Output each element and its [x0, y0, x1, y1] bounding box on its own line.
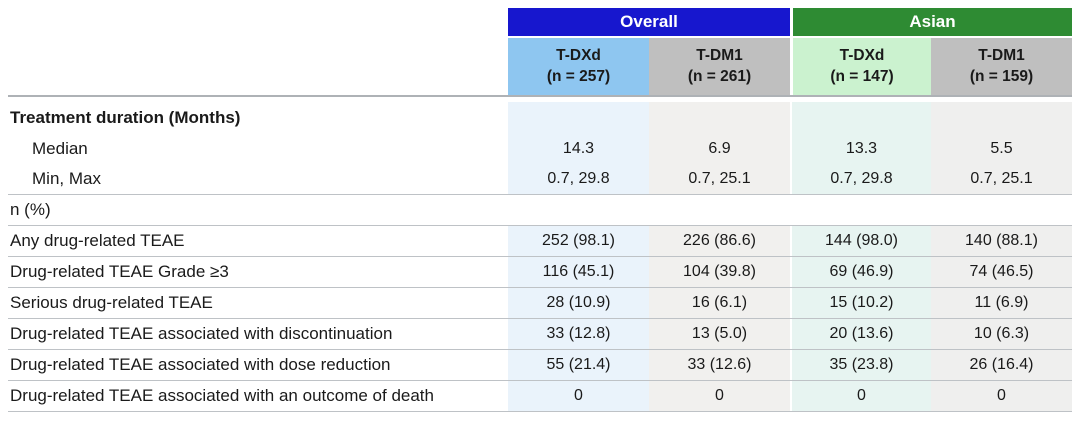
value-cell: 55 (21.4): [508, 350, 649, 380]
table-body: Treatment duration (Months) Median 14.3 6.9…: [8, 95, 1072, 412]
value-cell: 0.7, 29.8: [508, 164, 649, 194]
value-cell: 28 (10.9): [508, 288, 649, 318]
row-label: Any drug-related TEAE: [10, 231, 185, 250]
row-label: Serious drug-related TEAE: [10, 293, 213, 312]
table-row: Drug-related TEAE associated with dose r…: [8, 350, 1072, 381]
value-cell: 226 (86.6): [649, 226, 790, 256]
value-cell: [790, 195, 931, 225]
column-header: T-DM1 (n = 159): [931, 38, 1072, 95]
table-row: n (%): [8, 195, 1072, 226]
table-row: Min, Max 0.7, 29.8 0.7, 25.1 0.7, 29.8 0.7, …: [8, 164, 1072, 195]
value-cell: 252 (98.1): [508, 226, 649, 256]
value-cell: 0.7, 25.1: [649, 164, 790, 194]
table-row: Serious drug-related TEAE 28 (10.9) 16 (6.…: [8, 288, 1072, 319]
table-row: Any drug-related TEAE 252 (98.1) 226 (86.6…: [8, 226, 1072, 257]
value-cell: 69 (46.9): [790, 257, 931, 287]
row-label: Drug-related TEAE Grade ≥3: [10, 262, 229, 281]
table-corner-blank: [8, 8, 508, 38]
column-header-n: (n = 261): [687, 67, 752, 85]
safety-table: Overall Asian T-DXd (n = 257) T-DM1 (n = 26…: [8, 8, 1072, 412]
value-cell: 104 (39.8): [649, 257, 790, 287]
value-cell: 11 (6.9): [931, 288, 1072, 318]
value-cell: 16 (6.1): [649, 288, 790, 318]
value-cell: 74 (46.5): [931, 257, 1072, 287]
value-cell: 0: [508, 381, 649, 411]
column-header-drug: T-DM1: [978, 47, 1025, 65]
row-label: Drug-related TEAE associated with dose r…: [10, 355, 391, 374]
row-label: Min, Max: [32, 169, 101, 188]
column-header: T-DM1 (n = 261): [649, 38, 790, 95]
table-row: Drug-related TEAE associated with discon…: [8, 319, 1072, 350]
column-header-drug: T-DXd: [839, 47, 885, 65]
value-cell: 26 (16.4): [931, 350, 1072, 380]
group-header-row: Overall Asian: [8, 8, 1072, 38]
value-cell: 33 (12.8): [508, 319, 649, 349]
value-cell: 0: [790, 381, 931, 411]
value-cell: 33 (12.6): [649, 350, 790, 380]
value-cell: 5.5: [931, 133, 1072, 164]
table-row: Median 14.3 6.9 13.3 5.5: [8, 133, 1072, 164]
row-label: Treatment duration (Months): [10, 107, 241, 127]
table-row: Drug-related TEAE associated with an out…: [8, 381, 1072, 412]
value-cell: 6.9: [649, 133, 790, 164]
value-cell: 15 (10.2): [790, 288, 931, 318]
value-cell: 0: [649, 381, 790, 411]
column-header-n: (n = 159): [969, 67, 1034, 85]
value-cell: [931, 195, 1072, 225]
value-cell: 0.7, 29.8: [790, 164, 931, 194]
group-header-asian: Asian: [790, 8, 1072, 38]
row-label: Drug-related TEAE associated with discon…: [10, 324, 393, 343]
row-label: Median: [32, 138, 88, 158]
value-cell: 35 (23.8): [790, 350, 931, 380]
value-cell: [931, 102, 1072, 133]
value-cell: [649, 195, 790, 225]
row-label: n (%): [10, 200, 51, 219]
table-row: Treatment duration (Months): [8, 102, 1072, 133]
column-header: T-DXd (n = 147): [790, 38, 931, 95]
value-cell: [790, 102, 931, 133]
value-cell: 14.3: [508, 133, 649, 164]
table-row: Drug-related TEAE Grade ≥3 116 (45.1) 104 …: [8, 257, 1072, 288]
column-header-drug: T-DXd: [556, 47, 601, 65]
column-header-row: T-DXd (n = 257) T-DM1 (n = 261) T-DXd (n = 14…: [8, 38, 1072, 95]
value-cell: 140 (88.1): [931, 226, 1072, 256]
value-cell: 10 (6.3): [931, 319, 1072, 349]
value-cell: 0.7, 25.1: [931, 164, 1072, 194]
value-cell: 13.3: [790, 133, 931, 164]
value-cell: [508, 102, 649, 133]
row-label: Drug-related TEAE associated with an out…: [10, 386, 434, 405]
column-header: T-DXd (n = 257): [508, 38, 649, 95]
value-cell: [508, 195, 649, 225]
column-header-n: (n = 147): [830, 67, 894, 85]
value-cell: 116 (45.1): [508, 257, 649, 287]
value-cell: 20 (13.6): [790, 319, 931, 349]
group-header-overall: Overall: [508, 8, 790, 38]
column-header-n: (n = 257): [546, 67, 611, 85]
value-cell: 0: [931, 381, 1072, 411]
value-cell: [649, 102, 790, 133]
value-cell: 144 (98.0): [790, 226, 931, 256]
table-corner-blank: [8, 38, 508, 95]
column-header-drug: T-DM1: [696, 47, 743, 65]
value-cell: 13 (5.0): [649, 319, 790, 349]
